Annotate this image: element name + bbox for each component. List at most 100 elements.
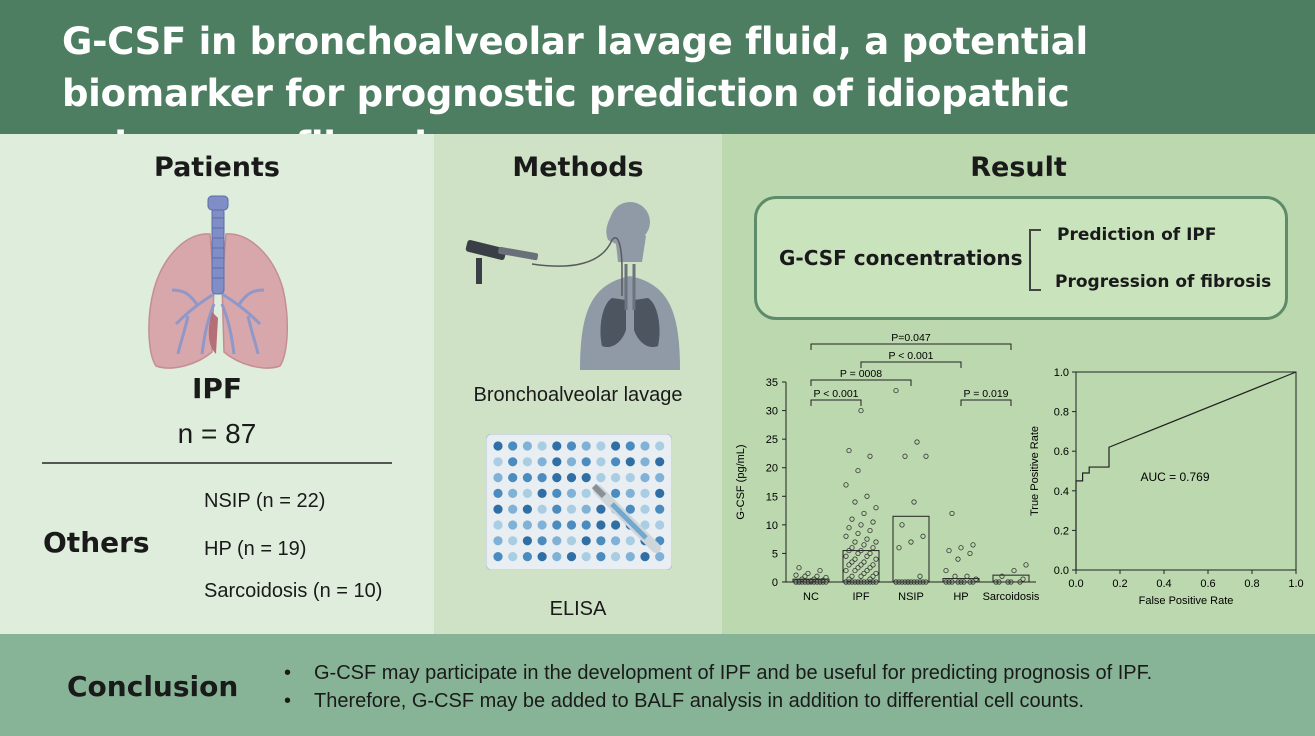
elisa-well [640,457,650,467]
elisa-well [508,552,518,562]
data-point [899,579,905,585]
y-tick-label: 1.0 [1054,367,1069,379]
y-tick-label: 35 [766,377,778,389]
elisa-well [537,457,547,467]
elisa-well [581,441,591,451]
data-point [864,579,870,585]
data-point [861,559,867,565]
elisa-well [611,457,621,467]
data-point [820,579,826,585]
data-point [802,573,808,579]
elisa-well [493,520,503,530]
elisa-well [640,552,650,562]
elisa-well [493,504,503,514]
data-point [873,505,879,511]
data-point [949,510,955,517]
elisa-well [522,520,532,530]
elisa-well [625,441,635,451]
data-point [814,579,820,585]
data-point [793,579,799,585]
elisa-well [552,457,562,467]
roc-chart: 0.0 0.2 0.4 0.6 0.8 1.0 0.0 0.2 0.4 0.6 0.8 1.0 Fals… [1029,367,1304,607]
data-point [846,576,852,582]
data-point [805,579,811,585]
elisa-well [640,504,650,514]
elisa-well [493,536,503,546]
data-point [867,579,873,585]
elisa-well [508,441,518,451]
elisa-well [493,473,503,483]
elisa-well [552,536,562,546]
others-item: HP (n = 19) [204,538,307,560]
bullet-text: G-CSF may participate in the development… [314,662,1153,684]
elisa-well [552,473,562,483]
y-tick-label: 15 [766,491,778,503]
y-tick-label: 30 [766,406,778,418]
elisa-well [493,552,503,562]
result-summary-box: G-CSF concentrations Prediction of IPF P… [754,196,1288,320]
data-point [814,573,820,579]
elisa-well [625,552,635,562]
significance-bracket [810,343,1012,350]
elisa-well [537,520,547,530]
data-point [893,387,899,394]
data-point [993,579,999,585]
elisa-well [625,536,635,546]
x-axis-label: False Positive Rate [1139,595,1234,607]
data-point [920,579,926,585]
elisa-well [640,520,650,530]
elisa-well [552,441,562,451]
elisa-well [581,473,591,483]
conclusion-panel: Conclusion • G-CSF may participate in th… [0,634,1315,736]
elisa-well [625,457,635,467]
data-point [846,447,852,454]
data-point [864,553,870,559]
patients-heading: Patients [154,152,280,183]
data-point [796,565,802,571]
data-point [949,579,955,585]
elisa-well [522,504,532,514]
elisa-well [655,520,665,530]
significance-bracket [810,399,862,406]
p-value-label: P = 0.019 [963,388,1008,400]
elisa-well [508,473,518,483]
data-point [823,574,829,581]
roc-curve [1075,371,1297,570]
x-tick-label: 0.0 [1068,578,1083,590]
data-point [1023,562,1029,568]
x-tick-label: NSIP [898,591,924,603]
data-point [861,579,867,585]
y-tick-label: 5 [772,548,778,560]
bar-sarcoidosis [992,574,1030,583]
data-point [1020,576,1026,582]
result-heading: Result [970,152,1067,183]
elisa-well [655,473,665,483]
plot-frame [1075,371,1297,571]
data-point [902,453,908,459]
x-tick-label: Sarcoidosis [983,591,1040,603]
data-point [799,579,805,585]
x-tick-label: 1.0 [1288,578,1303,590]
data-point [908,579,914,585]
elisa-well [537,441,547,451]
page-title: G-CSF in bronchoalveolar lavage fluid, a… [62,20,1088,167]
data-point [873,570,879,577]
data-point [846,547,852,554]
data-point [858,407,864,414]
auc-annotation: AUC = 0.769 [1140,470,1209,484]
data-point [873,556,879,562]
data-point [946,579,952,585]
elisa-well [522,441,532,451]
data-point [846,579,852,585]
data-point [893,579,899,585]
data-point [958,579,964,585]
data-point [802,579,808,585]
elisa-well [566,488,577,498]
method-elisa: ELISA [549,598,607,620]
elisa-well [596,520,606,530]
data-point [961,579,967,585]
conclusion-heading: Conclusion [67,670,239,703]
method-bal: Bronchoalveolar lavage [473,384,683,406]
y-tick-label: 25 [766,434,778,446]
data-point [846,562,852,568]
